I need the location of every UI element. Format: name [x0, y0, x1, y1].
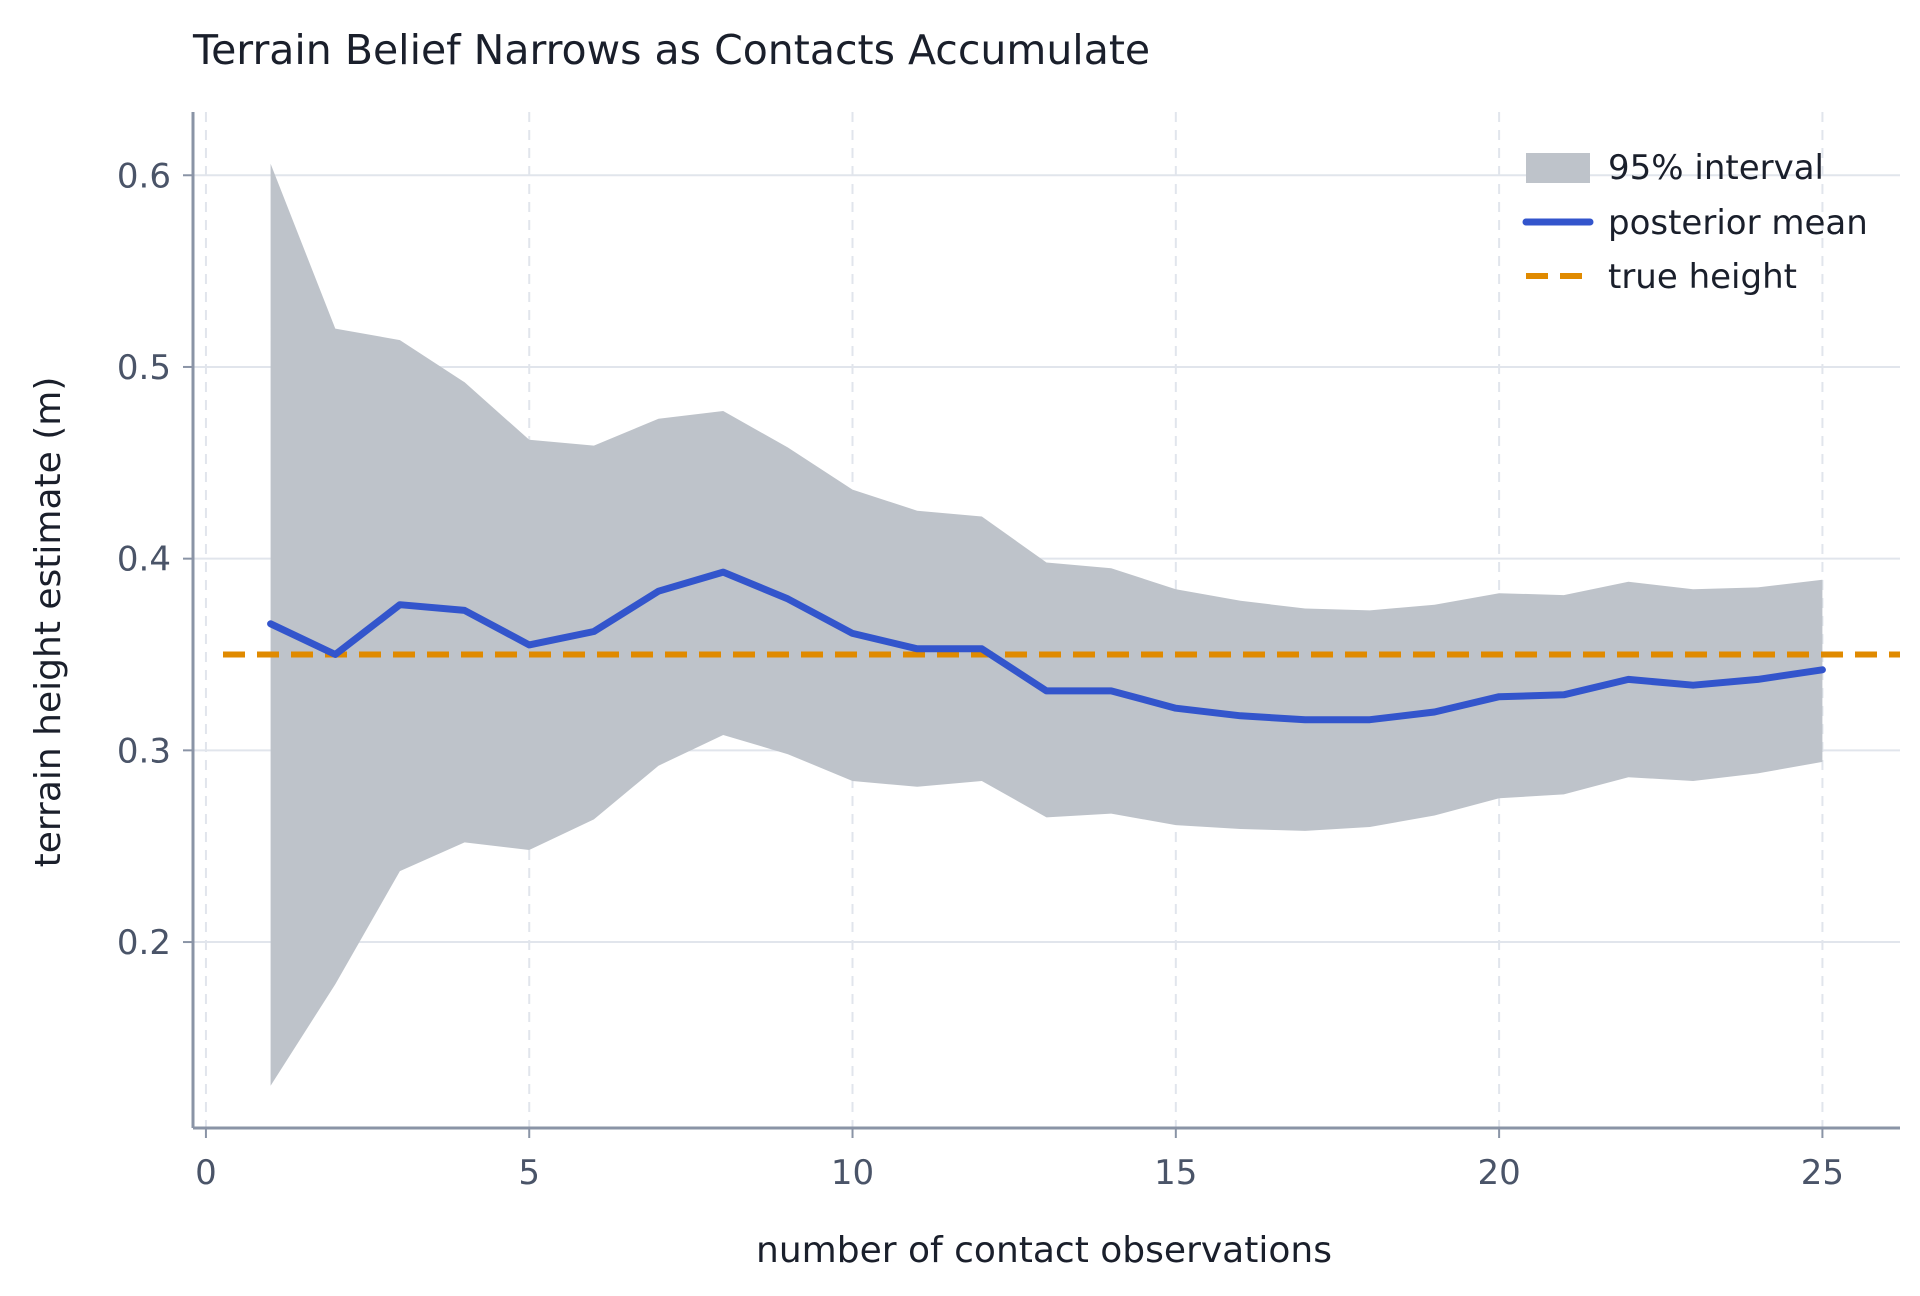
y-tick-label-1: 0.3	[117, 731, 171, 771]
y-tick-label-0: 0.2	[117, 923, 171, 963]
y-tick-label-4: 0.6	[117, 156, 171, 196]
y-tick-label-3: 0.5	[117, 348, 171, 388]
x-axis-label: number of contact observations	[756, 1230, 1332, 1271]
x-tick-label-1: 5	[518, 1153, 540, 1193]
x-tick-label-5: 25	[1801, 1153, 1844, 1193]
y-axis-label: terrain height estimate (m)	[28, 377, 69, 868]
legend-label-true-height: true height	[1608, 257, 1797, 297]
x-tick-label-4: 20	[1477, 1153, 1520, 1193]
legend-swatch-interval	[1526, 153, 1590, 183]
legend-label-interval: 95% interval	[1608, 148, 1824, 188]
x-tick-label-2: 10	[831, 1153, 874, 1193]
x-tick-label-0: 0	[195, 1153, 217, 1193]
y-tick-label-2: 0.4	[117, 540, 171, 580]
chart-title: Terrain Belief Narrows as Contacts Accum…	[192, 26, 1150, 74]
x-tick-label-3: 15	[1154, 1153, 1197, 1193]
legend-label-mean: posterior mean	[1608, 203, 1868, 243]
